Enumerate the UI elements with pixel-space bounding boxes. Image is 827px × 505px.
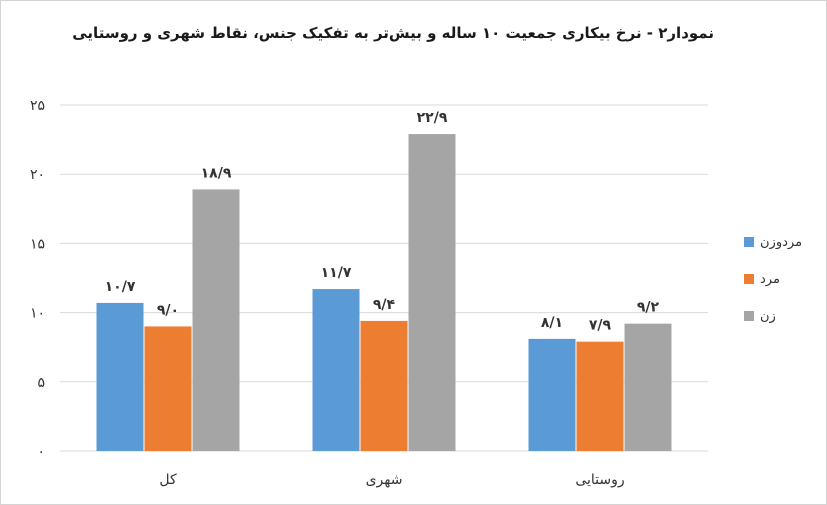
data-label: ۹/۲	[637, 300, 660, 316]
legend-label-female: زن	[760, 308, 776, 324]
legend-swatch-female	[744, 311, 754, 321]
bar	[624, 323, 672, 451]
bar	[408, 134, 456, 451]
data-label: ۹/۰	[157, 302, 179, 318]
bar	[96, 302, 144, 451]
data-label: ۱۰/۷	[105, 279, 136, 295]
legend-item-female: زن	[744, 306, 824, 326]
bar	[528, 338, 576, 451]
y-tick-label: ۵	[37, 375, 45, 391]
y-tick-label: ۲۰	[30, 167, 45, 183]
x-tick-label: شهری	[366, 472, 403, 488]
data-label: ۹/۴	[373, 297, 396, 313]
legend-swatch-male	[744, 274, 754, 284]
data-label: ۷/۹	[589, 318, 612, 334]
data-label: ۲۲/۹	[417, 110, 448, 126]
chart-legend: مردوزن مرد زن	[744, 232, 824, 343]
bar	[192, 189, 240, 451]
y-tick-label: ۰	[37, 444, 45, 460]
data-label: ۱۱/۷	[321, 265, 352, 281]
legend-item-both: مردوزن	[744, 232, 824, 252]
bar	[312, 289, 360, 451]
legend-swatch-both	[744, 237, 754, 247]
y-tick-label: ۱۵	[30, 236, 45, 252]
bar	[360, 320, 408, 451]
bar	[576, 341, 624, 451]
legend-label-male: مرد	[760, 271, 780, 287]
data-label: ۱۸/۹	[201, 165, 232, 181]
legend-label-both: مردوزن	[760, 234, 803, 250]
x-tick-label: کل	[159, 472, 177, 488]
y-tick-label: ۱۰	[30, 306, 45, 322]
chart-title: نمودار۲ - نرخ بیکاری جمعیت ۱۰ ساله و بیش…	[72, 24, 714, 42]
legend-item-male: مرد	[744, 269, 824, 289]
data-label: ۸/۱	[541, 315, 563, 331]
x-tick-label: روستایی	[575, 472, 624, 488]
bar	[144, 326, 192, 451]
y-tick-label: ۲۵	[30, 98, 45, 114]
